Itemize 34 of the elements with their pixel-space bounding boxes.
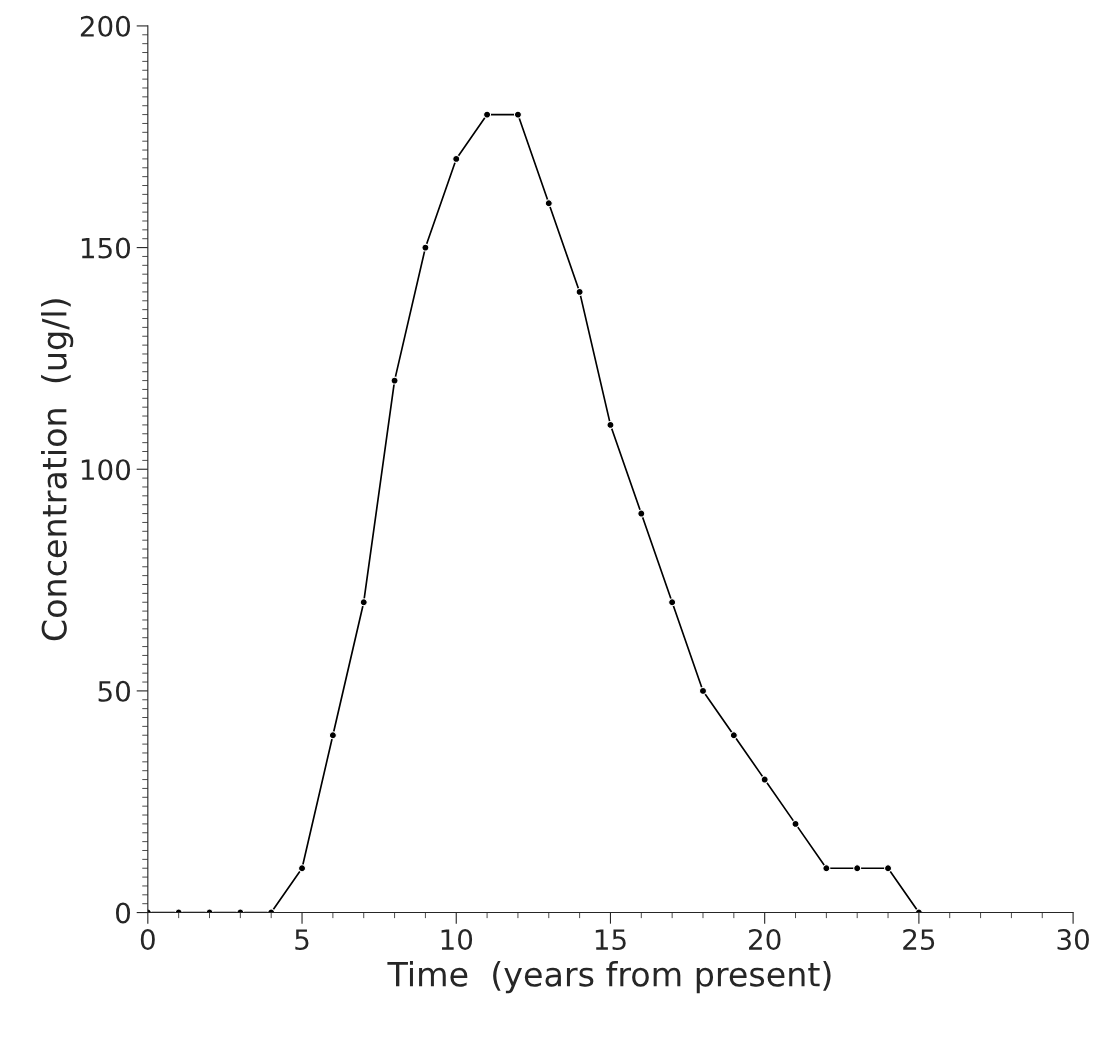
point	[606, 420, 615, 429]
point	[544, 199, 553, 208]
point	[390, 376, 399, 385]
point	[575, 287, 584, 296]
point	[760, 775, 769, 784]
x-tick-label: 10	[441, 929, 473, 951]
point	[791, 819, 800, 828]
y-tick-label: 150	[81, 237, 131, 259]
point	[421, 243, 430, 252]
y-tick-label: 200	[80, 15, 131, 37]
point	[513, 110, 522, 119]
x-tick-label: 15	[595, 929, 626, 951]
point	[359, 598, 368, 607]
point	[699, 686, 707, 695]
point	[729, 731, 738, 740]
x-tick-label: 20	[749, 929, 781, 951]
point	[328, 731, 337, 740]
y-tick-label: 50	[98, 680, 131, 702]
x-tick-label: 5	[295, 929, 309, 951]
point	[452, 154, 461, 163]
point	[668, 598, 677, 607]
x-axis-title: Time (years from present)	[387, 960, 831, 994]
point	[853, 864, 862, 873]
point	[483, 110, 492, 119]
point	[298, 864, 307, 873]
point	[822, 864, 831, 873]
point	[637, 509, 646, 518]
point	[884, 864, 893, 873]
x-tick-label: 25	[903, 929, 935, 951]
y-axis-title: Concentration (ug/l)	[41, 299, 74, 641]
x-tick-label: 0	[140, 929, 155, 951]
y-tick-label: 100	[81, 459, 131, 481]
x-tick-label: 30	[1057, 929, 1089, 951]
y-tick-label: 0	[116, 902, 131, 924]
